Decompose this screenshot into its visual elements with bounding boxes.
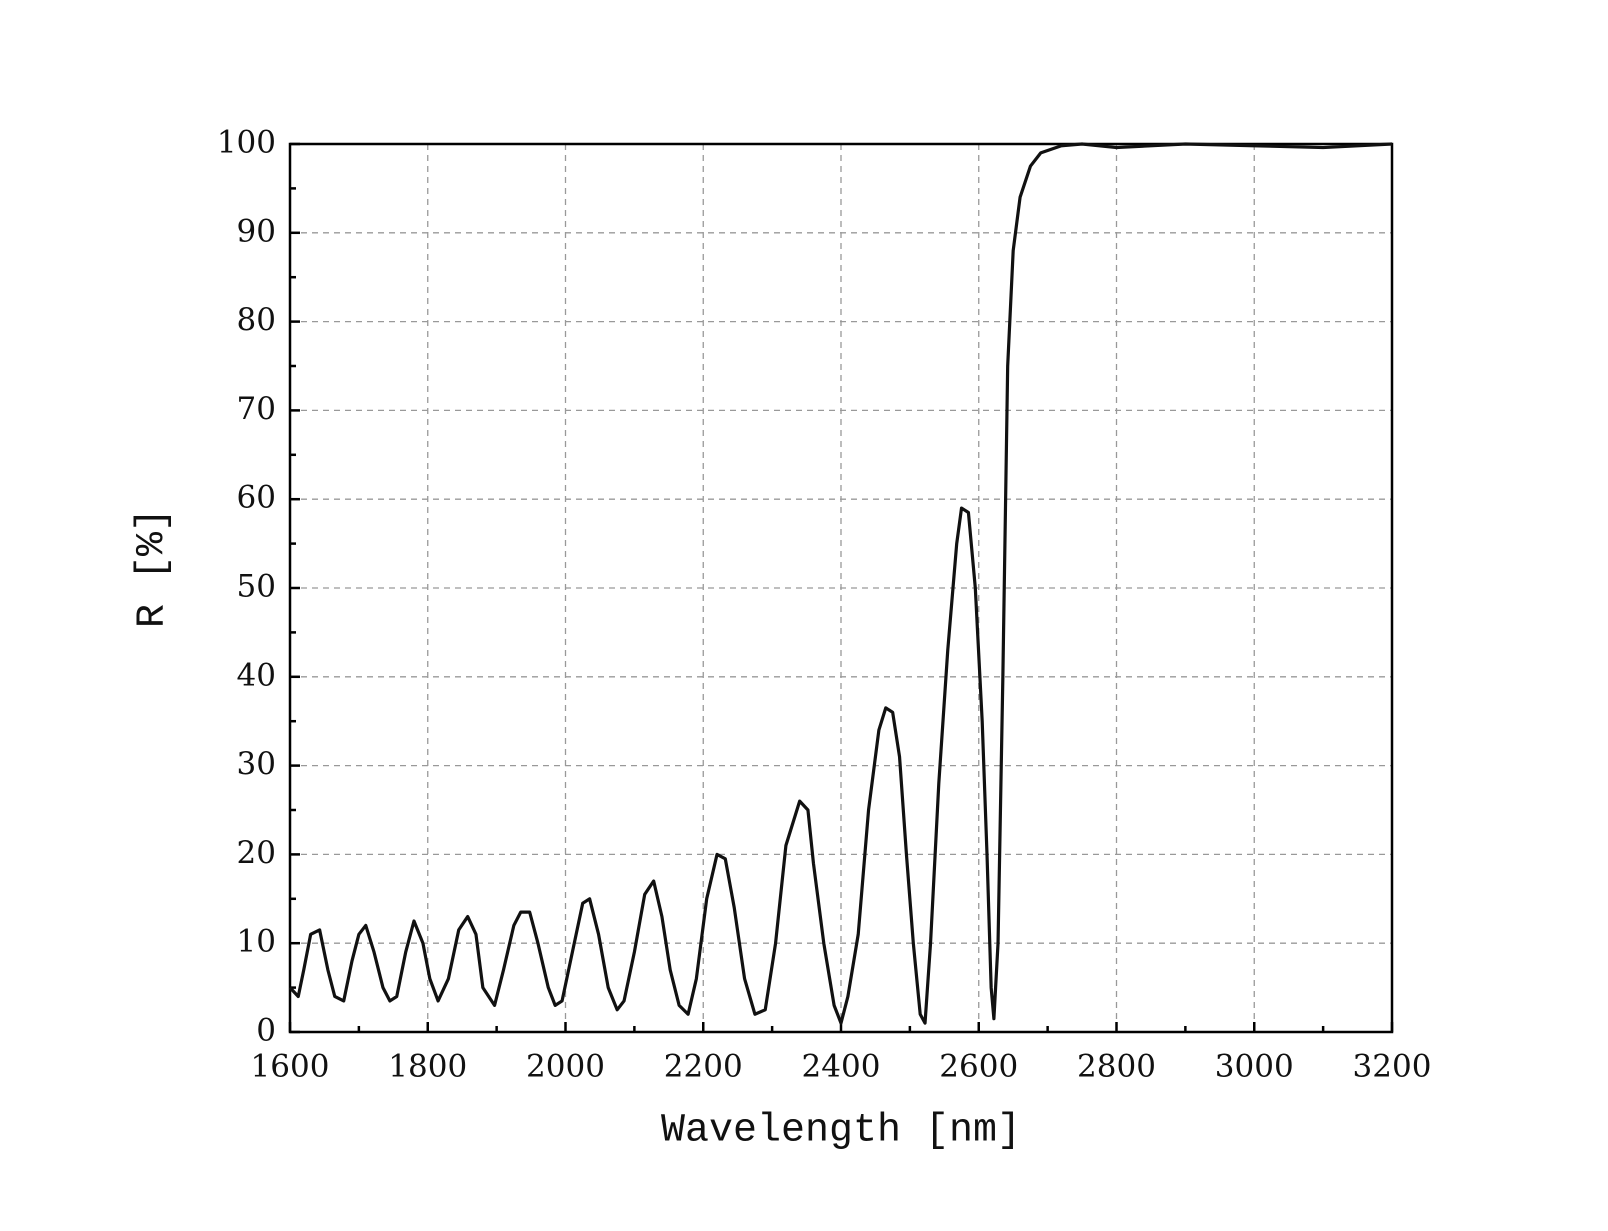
y-tick-label: 40: [237, 657, 276, 693]
y-tick-label: 70: [237, 391, 276, 427]
x-tick-label: 1800: [388, 1049, 467, 1085]
x-tick-label: 1600: [251, 1049, 330, 1085]
y-tick-label: 20: [237, 835, 276, 871]
x-tick-label: 3000: [1215, 1049, 1294, 1085]
x-tick-label: 2800: [1077, 1049, 1156, 1085]
data-line: [288, 142, 1393, 1025]
y-tick-label: 100: [217, 125, 276, 161]
y-tick-label: 90: [237, 213, 276, 249]
y-axis-title: R [%]: [131, 508, 176, 628]
plot-frame: [288, 142, 1394, 1034]
y-tick-label: 60: [237, 480, 276, 516]
y-tick-label: 30: [237, 746, 276, 782]
x-tick-label: 2000: [526, 1049, 605, 1085]
x-tick-label: 2400: [802, 1049, 881, 1085]
y-tick-label: 80: [237, 302, 276, 338]
x-axis-title: Wavelength [nm]: [661, 1109, 1021, 1154]
x-tick-label: 3200: [1353, 1049, 1432, 1085]
y-tick-label: 10: [237, 924, 276, 960]
x-tick-label: 2200: [664, 1049, 743, 1085]
y-tick-label: 50: [237, 569, 276, 605]
x-tick-label: 2600: [939, 1049, 1018, 1085]
y-tick-label: 0: [256, 1013, 276, 1049]
